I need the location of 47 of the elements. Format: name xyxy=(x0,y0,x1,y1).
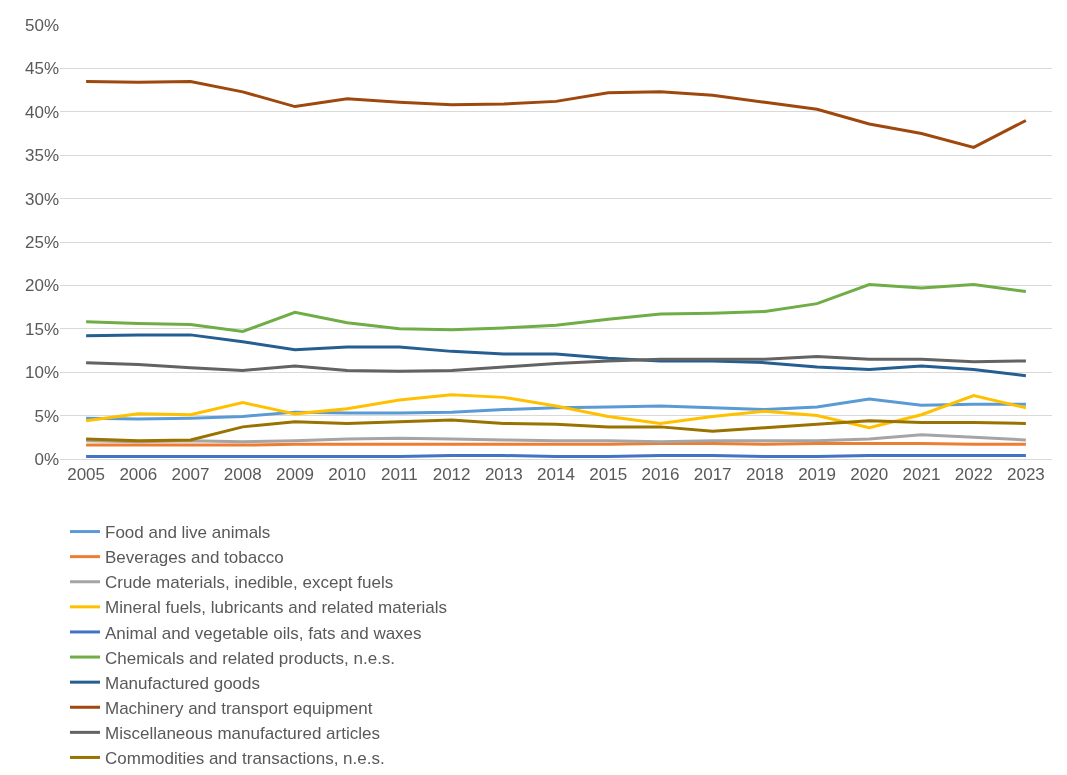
legend-label: Beverages and tobacco xyxy=(105,548,284,568)
y-tick-label: 15% xyxy=(24,319,59,339)
y-tick-label: 10% xyxy=(24,363,59,383)
y-tick-label: 40% xyxy=(24,102,59,122)
line-series xyxy=(84,418,1028,443)
legend-label: Manufactured goods xyxy=(105,673,260,693)
legend-label: Animal and vegetable oils, fats and waxes xyxy=(105,623,422,643)
x-tick-label: 2015 xyxy=(589,465,628,485)
x-tick-label: 2006 xyxy=(119,465,158,485)
x-tick-label: 2011 xyxy=(381,465,418,485)
y-tick-label: 50% xyxy=(24,15,59,35)
line-series xyxy=(84,393,1028,430)
line-series xyxy=(84,333,1028,378)
x-tick-label: 2007 xyxy=(171,465,210,485)
x-tick-label: 2020 xyxy=(850,465,889,485)
legend-label: Machinery and transport equipment xyxy=(105,698,373,718)
x-tick-label: 2019 xyxy=(798,465,836,485)
y-tick-label: 35% xyxy=(24,146,59,166)
legend-label: Crude materials, inedible, except fuels xyxy=(105,573,394,593)
x-tick-label: 2022 xyxy=(954,465,993,485)
x-tick-label: 2014 xyxy=(537,465,575,485)
x-tick-label: 2013 xyxy=(484,465,523,485)
legend-label: Food and live animals xyxy=(105,523,271,543)
x-tick-label: 2021 xyxy=(902,465,941,485)
y-tick-label: 5% xyxy=(34,406,59,426)
x-tick-label: 2008 xyxy=(223,465,262,485)
line-series xyxy=(84,283,1028,333)
y-tick-label: 0% xyxy=(34,449,59,469)
x-tick-label: 2018 xyxy=(745,465,784,485)
x-tick-label: 2005 xyxy=(67,465,106,485)
legend-label: Mineral fuels, lubricants and related materials xyxy=(105,598,448,618)
x-tick-label: 2023 xyxy=(1006,465,1045,485)
y-tick-label: 20% xyxy=(24,276,59,296)
line-series xyxy=(84,355,1028,373)
legend-label: Chemicals and related products, n.e.s. xyxy=(105,648,396,668)
x-tick-label: 2010 xyxy=(328,465,367,485)
x-tick-label: 2016 xyxy=(641,465,680,485)
x-tick-label: 2012 xyxy=(432,465,471,485)
line-series xyxy=(84,79,1028,149)
line-series xyxy=(84,433,1028,444)
legend-label: Miscellaneous manufactured articles xyxy=(105,723,380,743)
legend-label: Commodities and transactions, n.e.s. xyxy=(105,749,385,769)
y-tick-label: 25% xyxy=(24,232,59,252)
x-tick-label: 2017 xyxy=(693,465,732,485)
y-tick-label: 30% xyxy=(24,189,59,209)
x-tick-label: 2009 xyxy=(276,465,314,485)
y-tick-label: 45% xyxy=(24,59,59,79)
